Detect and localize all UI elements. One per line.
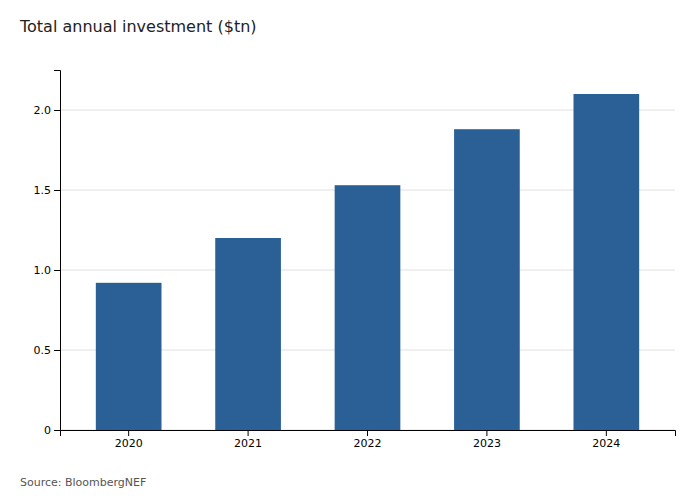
y-tick: 2.0 [34, 104, 61, 117]
x-tick-label: 2023 [473, 437, 501, 450]
y-tick: 1.5 [34, 184, 61, 197]
bar [573, 94, 639, 430]
title: Total annual investment ($tn) [19, 17, 257, 36]
bar [335, 185, 401, 430]
x-tick: 2023 [473, 430, 501, 450]
bar [215, 238, 281, 430]
bar [454, 129, 520, 430]
y-axis: 0 0.5 1.0 1.5 2.0 [34, 71, 61, 438]
bars [96, 94, 639, 430]
x-axis: 2020 2021 2022 2023 2024 [61, 430, 676, 450]
y-tick-label: 0.5 [34, 344, 52, 357]
x-tick-mark [486, 430, 487, 436]
y-tick-label: 2.0 [34, 104, 52, 117]
annotation: Source: BloombergNEF [20, 476, 146, 489]
x-tick-mark [367, 430, 368, 436]
x-tick-label: 2020 [115, 437, 143, 450]
x-tick: 2022 [354, 430, 382, 450]
x-tick-label: 2022 [354, 437, 382, 450]
x-tick-mark [606, 430, 607, 436]
y-tick-mark [54, 270, 60, 271]
y-tick-label: 1.5 [34, 184, 52, 197]
y-tick: 1.0 [34, 264, 61, 277]
y-tick-mark [54, 430, 60, 431]
chart-svg: 0 0.5 1.0 1.5 2.0 2020 2021 2022 2023 2024 Total a… [0, 0, 700, 500]
plot-area: 0 0.5 1.0 1.5 2.0 2020 2021 2022 2023 2024 [34, 71, 676, 450]
y-tick: 0.5 [34, 344, 61, 357]
x-tick: 2021 [234, 430, 262, 450]
x-tick-mark [248, 430, 249, 436]
y-tick-label: 1.0 [34, 264, 52, 277]
y-tick-mark [54, 190, 60, 191]
x-tick-label: 2021 [234, 437, 262, 450]
x-tick-mark [128, 430, 129, 436]
x-tick: 2020 [115, 430, 143, 450]
chart-container: 0 0.5 1.0 1.5 2.0 2020 2021 2022 2023 2024 Total a… [0, 0, 700, 500]
y-tick-label: 0 [44, 424, 51, 437]
y-tick-mark [54, 350, 60, 351]
x-tick: 2024 [592, 430, 620, 450]
x-tick-label: 2024 [592, 437, 620, 450]
x-axis-line [61, 431, 676, 437]
y-axis-line [54, 71, 61, 431]
y-tick-mark [54, 110, 60, 111]
y-tick: 0 [44, 424, 60, 437]
bar [96, 283, 162, 430]
